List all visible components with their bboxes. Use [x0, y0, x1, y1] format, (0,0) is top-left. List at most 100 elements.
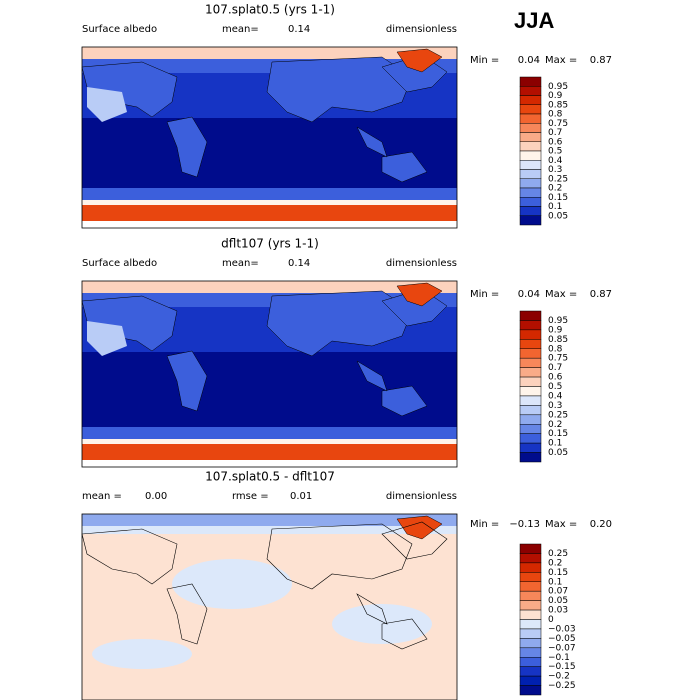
colorbar-label: 0.07: [548, 587, 568, 597]
mean-value: 0.14: [288, 24, 310, 35]
colorbar-label: 0.25: [548, 549, 568, 559]
colorbar-label: 0.95: [548, 82, 568, 92]
map: [81, 46, 458, 229]
colorbar-label: 0.75: [548, 119, 568, 129]
rmse-label: rmse =: [232, 491, 269, 502]
map-frame: [81, 513, 458, 700]
colorbar-box: [519, 433, 542, 444]
colorbar-box: [519, 104, 542, 115]
coast: [381, 521, 448, 560]
colorbar-label: 0.1: [548, 202, 562, 212]
map-band: [82, 188, 457, 200]
colorbar-label: 0.8: [548, 344, 563, 354]
land: [166, 116, 208, 178]
colorbar-box: [519, 113, 542, 124]
colorbar-label: 0.1: [548, 577, 562, 587]
colorbar-label: 0.95: [548, 316, 568, 326]
colorbar-label: 0.15: [548, 193, 568, 203]
greenland: [396, 282, 443, 307]
map-band: [82, 526, 457, 534]
colorbar-box: [519, 609, 542, 620]
max-label: Max =: [545, 55, 577, 66]
colorbar-box: [519, 187, 542, 198]
map-patch: [92, 639, 192, 669]
colorbar-box: [519, 123, 542, 133]
colorbar-label: 0.3: [548, 165, 562, 175]
colorbar-box: [519, 666, 542, 677]
colorbar-box: [519, 197, 542, 207]
map: [81, 280, 458, 468]
land: [166, 350, 208, 412]
colorbar-box: [519, 543, 542, 554]
colorbar-box: [519, 572, 542, 582]
colorbar-box: [519, 562, 542, 573]
colorbar-box: [519, 638, 542, 649]
colorbar-label: −0.2: [548, 672, 570, 682]
colorbar-label: 0.15: [548, 429, 568, 439]
colorbar-box: [519, 215, 542, 226]
colorbar-box: [519, 590, 542, 601]
colorbar-box: [519, 553, 542, 564]
land: [381, 385, 428, 417]
sahara: [87, 87, 127, 122]
greenland: [396, 48, 443, 73]
max-value: 0.20: [590, 519, 612, 530]
colorbar-box: [519, 132, 542, 142]
colorbar-label: 0.7: [548, 128, 562, 138]
colorbar-box: [519, 414, 542, 425]
colorbar-box: [519, 95, 542, 105]
map: [81, 513, 458, 700]
min-label: Min =: [470, 519, 499, 530]
colorbar-box: [519, 647, 542, 658]
colorbar-label: 0.85: [548, 100, 568, 110]
map-band: [82, 514, 457, 526]
map-patch: [172, 559, 292, 609]
coast: [166, 583, 208, 645]
map-band: [82, 47, 457, 59]
map-band: [82, 205, 457, 221]
colorbar-label: 0.05: [548, 448, 568, 458]
colorbar-label: 0.05: [548, 596, 568, 606]
min-label: Min =: [470, 289, 499, 300]
rmse-value: 0.01: [290, 491, 312, 502]
colorbar-label: 0.9: [548, 325, 563, 335]
colorbar-label: 0.25: [548, 174, 568, 184]
colorbar-label: −0.07: [548, 643, 576, 653]
colorbar-label: 0.7: [548, 363, 562, 373]
colorbar-label: 0.6: [548, 373, 563, 383]
colorbar-box: [519, 600, 542, 611]
max-label: Max =: [545, 289, 577, 300]
sahara: [87, 321, 127, 356]
colorbar-box: [519, 452, 542, 463]
min-value: 0.04: [518, 289, 540, 300]
colorbar-box: [519, 348, 542, 359]
map-band: [82, 427, 457, 439]
min-label: Min =: [470, 55, 499, 66]
colorbar-box: [519, 141, 542, 152]
map-band: [82, 460, 457, 467]
colorbar-box: [519, 619, 542, 630]
field-name: Surface albedo: [82, 258, 157, 269]
max-value: 0.87: [590, 55, 612, 66]
colorbar-label: 0.85: [548, 335, 568, 345]
colorbar-box: [519, 685, 542, 696]
colorbar-label: 0.75: [548, 354, 568, 364]
coast: [356, 593, 388, 625]
max-value: 0.87: [590, 289, 612, 300]
colorbar-box: [519, 357, 542, 368]
colorbar-label: 0.4: [548, 156, 563, 166]
max-label: Max =: [545, 519, 577, 530]
colorbar-label: 0.5: [548, 382, 562, 392]
colorbar-box: [519, 206, 542, 216]
land: [381, 151, 428, 183]
map-band: [82, 439, 457, 444]
colorbar-label: −0.05: [548, 634, 576, 644]
colorbar-label: −0.15: [548, 662, 576, 672]
land: [356, 360, 388, 392]
colorbar-box: [519, 405, 542, 416]
map-band: [82, 200, 457, 205]
colorbar-label: −0.03: [548, 624, 576, 634]
units: dimensionless: [386, 24, 457, 35]
mean-value: 0.14: [288, 258, 310, 269]
colorbar-box: [519, 178, 542, 189]
